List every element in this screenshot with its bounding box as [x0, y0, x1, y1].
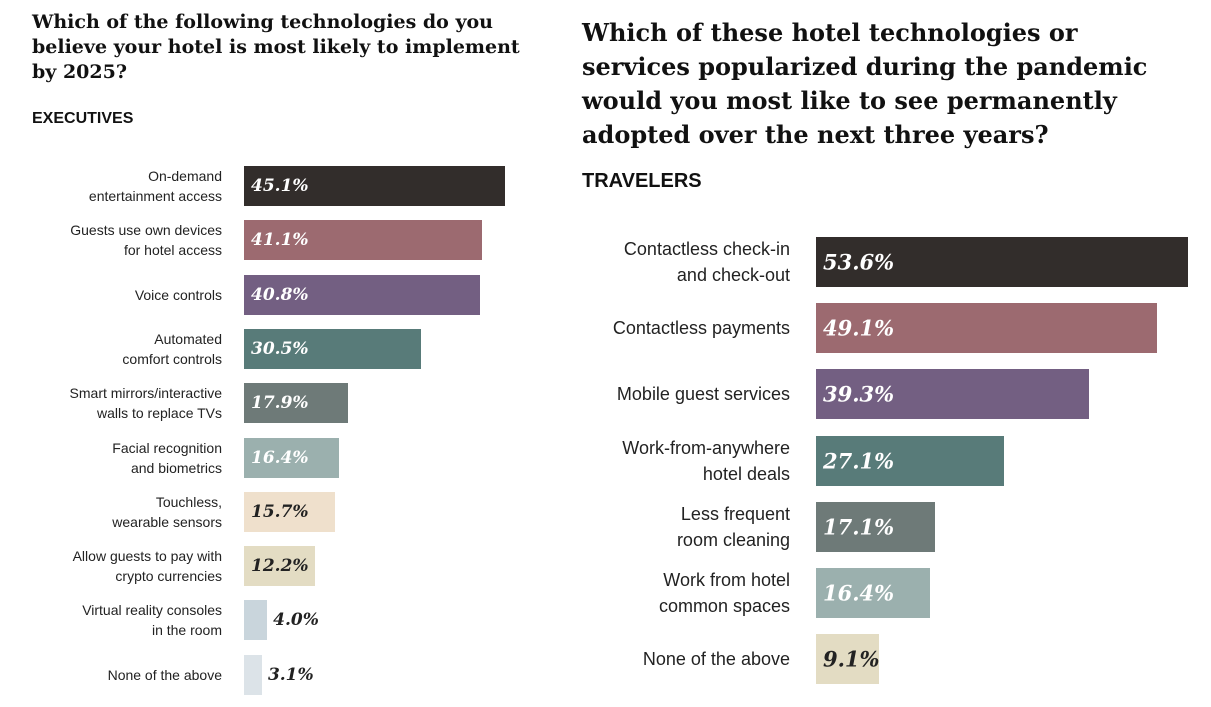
trav-value-label: 53.6% [823, 249, 895, 275]
exec-category-label: None of the above [107, 666, 222, 683]
executives-chart-title: Which of the following technologies do y… [32, 11, 520, 83]
trav-bar [816, 568, 930, 618]
trav-value-label: 27.1% [823, 448, 895, 474]
exec-category-label: Virtual reality consoles in the room [82, 602, 222, 639]
exec-value-label: 4.0% [273, 610, 319, 631]
exec-value-label: 40.8% [251, 284, 309, 305]
exec-value-label: 16.4% [251, 447, 309, 468]
exec-bar [244, 220, 482, 261]
exec-category-label: Guests use own devices for hotel access [70, 222, 222, 259]
exec-bar [244, 383, 348, 424]
exec-value-label: 41.1% [251, 230, 309, 251]
trav-category-label: None of the above [642, 649, 790, 670]
trav-category-label: Work from hotel common spaces [658, 570, 790, 616]
exec-bar [244, 166, 506, 206]
travelers-chart-title: Which of these hotel technologies or ser… [582, 18, 1148, 149]
executives-subtitle: EXECUTIVES [32, 110, 134, 127]
exec-bar [244, 274, 481, 315]
trav-category-label: Contactless check-in and check-out [623, 239, 790, 285]
trav-category-label: Less frequent room cleaning [676, 503, 790, 550]
trav-category-label: Work-from-anywhere hotel deals [622, 437, 790, 484]
trav-value-label: 9.1% [823, 646, 880, 672]
trav-category-label: Mobile guest services [616, 384, 790, 405]
exec-bar [244, 654, 262, 695]
exec-category-label: Allow guests to pay with crypto currenci… [72, 548, 222, 585]
exec-value-label: 3.1% [267, 664, 314, 685]
trav-value-label: 49.1% [823, 315, 895, 341]
trav-value-label: 16.4% [823, 580, 895, 606]
trav-value-label: 17.1% [823, 514, 895, 540]
trav-bar [816, 237, 1188, 287]
exec-bar [244, 546, 315, 587]
exec-value-label: 45.1% [251, 176, 309, 196]
trav-bar [816, 303, 1157, 354]
exec-category-label: Smart mirrors/interactive walls to repla… [69, 385, 222, 422]
exec-value-label: 12.2% [251, 556, 309, 577]
exec-category-label: Facial recognition and biometrics [112, 439, 222, 476]
exec-bar [244, 437, 339, 478]
exec-value-label: 17.9% [251, 393, 309, 414]
travelers-subtitle: TRAVELERS [582, 170, 702, 192]
trav-value-label: 39.3% [823, 381, 895, 407]
trav-bar [816, 435, 1005, 486]
exec-bar [244, 600, 268, 641]
exec-value-label: 30.5% [251, 338, 309, 359]
exec-bar [244, 328, 421, 369]
trav-bar [816, 501, 935, 552]
exec-category-label: Automated comfort controls [122, 330, 222, 367]
exec-category-label: Voice controls [134, 286, 222, 303]
exec-value-label: 15.7% [251, 501, 309, 522]
trav-bar [816, 369, 1089, 420]
trav-category-label: Contactless payments [612, 318, 790, 339]
exec-category-label: Touchless, wearable sensors [112, 493, 222, 530]
exec-bar [244, 491, 335, 532]
trav-bar [816, 634, 880, 685]
exec-category-label: On-demand entertainment access [88, 168, 222, 204]
